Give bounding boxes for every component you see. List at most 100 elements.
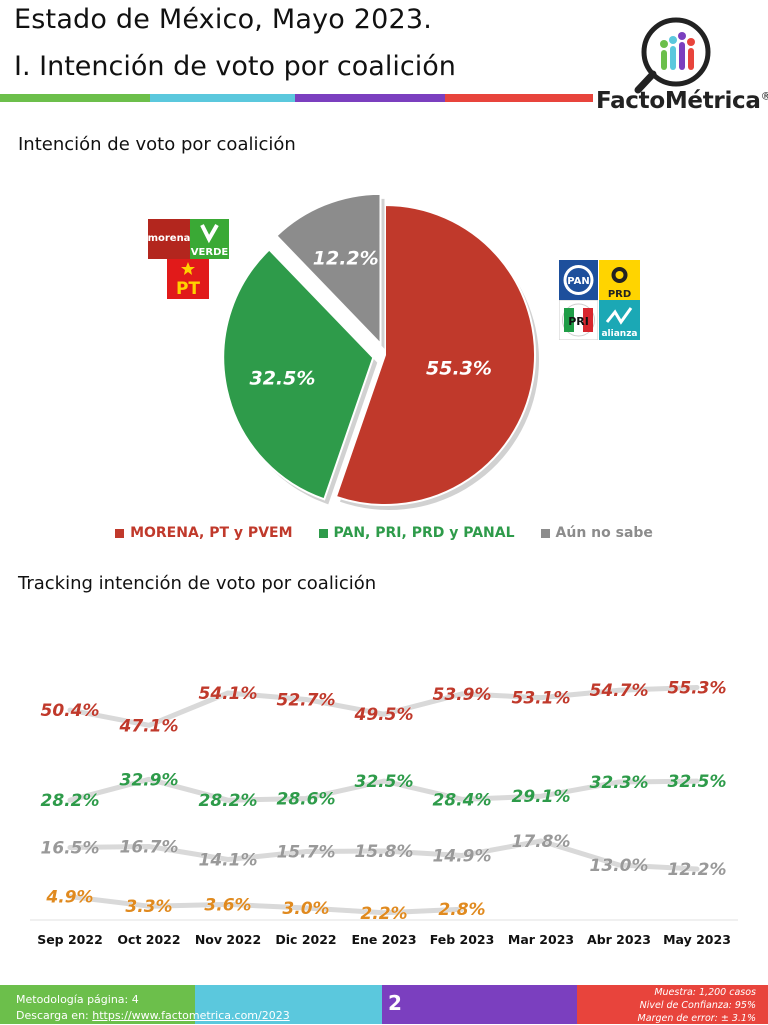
color-stripe-cyan: [150, 94, 295, 102]
data-label-otros-0: 4.9%: [45, 888, 93, 908]
x-tick-label-4: Ene 2023: [351, 932, 416, 947]
data-label-nosabe-4: 15.8%: [355, 842, 414, 862]
series-line-nosabe: [67, 838, 700, 872]
verde-logo-icon: VERDE: [190, 219, 229, 259]
footer-segment-green: [0, 985, 195, 1024]
x-tick-label-7: Abr 2023: [587, 932, 651, 947]
data-label-nosabe-1: 16.7%: [120, 838, 179, 858]
brand-name: FactoMétrica®: [596, 88, 768, 114]
data-label-otros-1: 3.3%: [125, 897, 172, 917]
data-label-nosabe-7: 13.0%: [590, 856, 649, 876]
pie-label-pan: 32.5%: [249, 368, 315, 390]
confidence-level: Nivel de Confianza: 95%: [639, 1000, 756, 1011]
sample-size: Muestra: 1,200 casos: [654, 987, 756, 998]
x-tick-label-3: Dic 2022: [275, 932, 336, 947]
verde-logo-text: VERDE: [191, 247, 229, 258]
data-label-nosabe-3: 15.7%: [277, 843, 336, 863]
data-label-pan-7: 32.3%: [590, 773, 649, 793]
color-stripe-purple: [295, 94, 445, 102]
prd-logo-text: PRD: [608, 289, 631, 300]
data-label-morena-0: 50.4%: [41, 701, 100, 721]
x-tick-label-5: Feb 2023: [430, 932, 495, 947]
download-label: Descarga en:: [16, 1009, 93, 1022]
data-label-pan-4: 32.5%: [355, 772, 414, 792]
page-number: 2: [388, 991, 402, 1015]
legend-swatch-nosabe: [540, 528, 550, 538]
pie-slice-morena: [334, 203, 536, 506]
morena-logo-text: morena: [148, 233, 190, 244]
pan-logo-text: PAN: [567, 276, 590, 287]
brand-text: FactoMétrica: [596, 88, 761, 114]
legend-label-pan: PAN, PRI, PRD y PANAL: [333, 525, 515, 541]
data-label-morena-2: 54.1%: [199, 684, 258, 704]
footer-segment-red: [577, 985, 768, 1024]
panal-logo-icon: alianza: [599, 300, 640, 340]
data-label-nosabe-0: 16.5%: [41, 839, 100, 859]
page-title: Estado de México, Mayo 2023.: [14, 4, 433, 35]
x-tick-label-0: Sep 2022: [37, 932, 103, 947]
color-stripe-red: [445, 94, 593, 102]
data-label-otros-5: 2.8%: [438, 900, 485, 920]
legend-item-nosabe: Aún no sabe: [540, 525, 653, 541]
pie-legend: MORENA, PT y PVEM PAN, PRI, PRD y PANAL …: [0, 525, 768, 541]
footer: Metodología página: 4 Descarga en: https…: [0, 985, 768, 1024]
pie-slice-pan: [222, 248, 375, 501]
tracking-line-chart: 50.4% 47.1% 54.1% 52.7% 49.5% 53.9% 53.1% 54.7%…: [30, 678, 738, 947]
data-label-morena-6: 53.1%: [512, 689, 571, 709]
data-label-otros-4: 2.2%: [360, 904, 407, 924]
x-tick-label-8: May 2023: [663, 932, 731, 947]
series-line-pan: [67, 776, 700, 803]
pie-slice-nosabe: [275, 192, 382, 347]
x-tick-label-2: Nov 2022: [195, 932, 261, 947]
data-label-pan-8: 32.5%: [668, 772, 727, 792]
footer-segment-purple: [382, 985, 577, 1024]
data-label-pan-1: 32.9%: [120, 770, 179, 790]
data-label-morena-8: 55.3%: [668, 678, 727, 698]
series-line-otros: [67, 894, 465, 916]
pt-logo-icon: PT: [167, 259, 209, 299]
page-subtitle: I. Intención de voto por coalición: [14, 51, 456, 82]
data-label-pan-2: 28.2%: [199, 791, 258, 811]
methodology-label: Metodología página: 4: [16, 993, 139, 1006]
pt-logo-text: PT: [176, 279, 200, 299]
data-label-morena-3: 52.7%: [277, 690, 336, 710]
download-line: Descarga en: https://www.factometrica.co…: [16, 1008, 290, 1024]
download-link[interactable]: https://www.factometrica.com/2023: [92, 1009, 290, 1022]
margin-of-error: Margen de error: ± 3.1%: [637, 1013, 756, 1024]
data-label-otros-3: 3.0%: [282, 899, 329, 919]
legend-label-morena: MORENA, PT y PVEM: [130, 525, 293, 541]
x-tick-label-6: Mar 2023: [508, 932, 574, 947]
pan-logo-icon: PAN: [559, 260, 598, 300]
x-tick-label-1: Oct 2022: [117, 932, 180, 947]
data-label-nosabe-2: 14.1%: [199, 851, 258, 871]
legend-label-nosabe: Aún no sabe: [555, 525, 653, 541]
pri-logo-text: PRI: [568, 315, 589, 328]
factometrica-logo-icon: [634, 17, 711, 94]
data-label-pan-6: 29.1%: [512, 787, 571, 807]
series-line-morena: [67, 684, 700, 728]
data-label-morena-4: 49.5%: [354, 705, 414, 725]
legend-item-pan: PAN, PRI, PRD y PANAL: [318, 525, 515, 541]
data-label-otros-2: 3.6%: [204, 895, 251, 915]
data-label-morena-7: 54.7%: [590, 681, 649, 701]
footer-segment-cyan: [195, 985, 382, 1024]
footer-methodology: Metodología página: 4 Descarga en: https…: [16, 992, 290, 1024]
data-label-nosabe-5: 14.9%: [433, 847, 492, 867]
pie-chart: 55.3% 32.5% 12.2%: [222, 192, 539, 510]
legend-swatch-pan: [318, 528, 328, 538]
tracking-heading: Tracking intención de voto por coalición: [18, 573, 377, 594]
data-label-pan-5: 28.4%: [433, 790, 492, 810]
data-label-nosabe-6: 17.8%: [512, 832, 571, 852]
legend-item-morena: MORENA, PT y PVEM: [115, 525, 293, 541]
pri-logo-icon: PRI: [559, 300, 598, 340]
data-label-pan-0: 28.2%: [41, 791, 100, 811]
pie-heading: Intención de voto por coalición: [18, 134, 296, 155]
data-label-pan-3: 28.6%: [277, 789, 336, 809]
data-label-morena-1: 47.1%: [119, 716, 179, 736]
pie-label-morena: 55.3%: [426, 357, 492, 379]
data-label-morena-5: 53.9%: [433, 685, 492, 705]
prd-logo-icon: PRD: [599, 260, 640, 300]
panal-logo-text: alianza: [601, 329, 637, 339]
color-stripe-green: [0, 94, 150, 102]
legend-swatch-morena: [115, 528, 125, 538]
